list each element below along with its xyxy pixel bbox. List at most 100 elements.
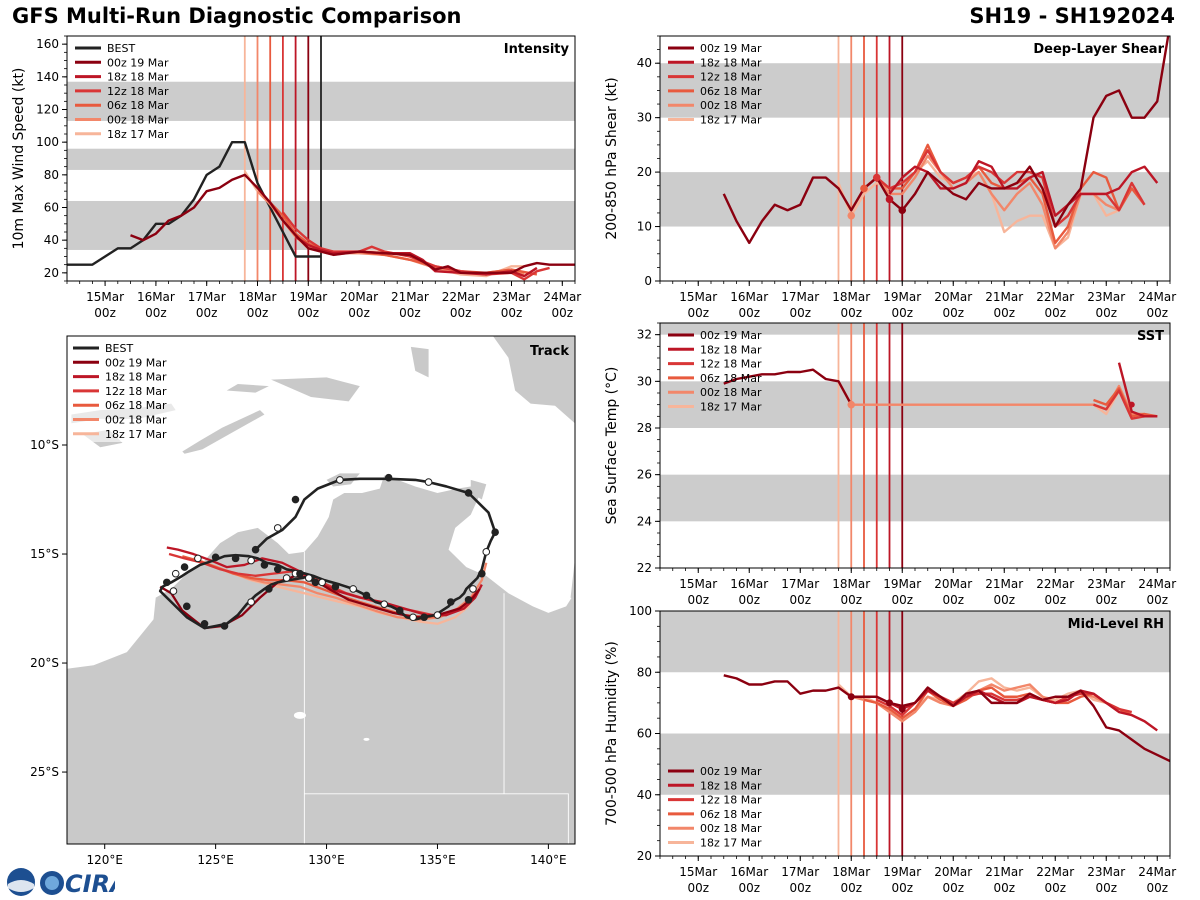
x-tick-label-date: 23Mar (1087, 865, 1125, 879)
best-track-point (380, 600, 389, 608)
x-tick-label-hour: 00z (891, 881, 913, 895)
x-tick-label-date: 24Mar (1138, 865, 1176, 879)
legend-label: BEST (105, 342, 133, 355)
panel-intensity: 20 40 60 80 100 120 140 160 15Mar 00z 16Mar 00z 17Ma… (11, 35, 581, 320)
legend-label: 18z 18 Mar (700, 343, 762, 356)
series-line-00z-19-mar (723, 368, 853, 406)
x-tick-label-hour: 00z (1146, 593, 1168, 607)
legend-label: 06z 18 Mar (700, 808, 762, 821)
y-tick-label: 20 (637, 165, 652, 179)
legend-label: 12z 18 Mar (700, 71, 762, 84)
cira-logo-text: CIRA (65, 870, 115, 898)
panel-track: 120°E 125°E 130°E 135°E 140°E 10°S 15°S 20°S 25°… (30, 335, 576, 867)
best-track-point (211, 553, 220, 562)
y-tick-label: 24 (637, 514, 652, 528)
panel-title: Intensity (504, 42, 570, 57)
panel-title: Track (530, 344, 569, 359)
x-tick-label-hour: 00z (738, 306, 760, 320)
init-marker (898, 705, 906, 713)
lake (363, 737, 370, 741)
series-line-18z-18-mar (888, 689, 1158, 732)
legend-label: 06z 18 Mar (700, 85, 762, 98)
y-tick-label: 100 (629, 604, 652, 618)
x-tick-label-date: 21Mar (985, 865, 1023, 879)
legend-label: 18z 17 Mar (700, 114, 762, 127)
y-tick-label: 140 (36, 70, 59, 84)
lat-label: 15°S (30, 547, 59, 561)
x-tick-label-hour: 00z (1095, 881, 1117, 895)
x-tick-label-date: 23Mar (1087, 290, 1125, 304)
x-tick-label-date: 21Mar (985, 577, 1023, 591)
panel-title: Deep-Layer Shear (1033, 42, 1164, 57)
legend-label: 18z 17 Mar (107, 128, 169, 141)
new-guinea (492, 336, 575, 424)
x-tick-label-date: 17Mar (781, 865, 819, 879)
x-tick-label-date: 22Mar (442, 290, 480, 304)
best-track-point (395, 606, 404, 615)
x-tick-label-date: 20Mar (934, 865, 972, 879)
lon-label: 125°E (197, 853, 234, 867)
y-tick-label: 22 (637, 561, 652, 575)
page-title: GFS Multi-Run Diagnostic Comparison (12, 4, 462, 28)
best-track-point (478, 569, 486, 578)
series-line-00z-19-mar (722, 36, 1170, 245)
x-tick-label-hour: 00z (942, 306, 964, 320)
x-tick-label-hour: 00z (145, 306, 167, 320)
init-marker (885, 195, 894, 204)
x-tick-label-hour: 00z (942, 593, 964, 607)
x-tick-label-hour: 00z (348, 306, 370, 320)
x-tick-label-date: 16Mar (730, 865, 768, 879)
legend-label: 06z 18 Mar (105, 399, 167, 412)
x-tick-label-hour: 00z (94, 306, 116, 320)
panel-rh: 20 40 60 80 100 15Mar 00z 16Mar 00z 17Mar 00z 18Mar… (604, 604, 1176, 895)
best-track-point (304, 574, 313, 582)
legend-label: 00z 18 Mar (107, 114, 169, 127)
x-tick-label-hour: 00z (840, 881, 862, 895)
legend-label: 12z 18 Mar (700, 358, 762, 371)
best-track-point (169, 587, 178, 595)
best-track-point (424, 478, 433, 486)
panel-title: Mid-Level RH (1068, 617, 1164, 632)
legend-label: 18z 18 Mar (107, 71, 169, 84)
x-tick-label-date: 15Mar (86, 290, 124, 304)
best-track-point (273, 524, 282, 532)
legend-label: 18z 18 Mar (700, 56, 762, 69)
lat-label: 20°S (30, 656, 59, 670)
plot-area-sst (660, 323, 1170, 568)
best-track-point (491, 528, 499, 537)
lon-label: 140°E (530, 853, 567, 867)
state-border (304, 793, 569, 844)
legend-label: 18z 17 Mar (700, 837, 762, 850)
x-tick-label-hour: 00z (738, 593, 760, 607)
y-tick-label: 40 (637, 56, 652, 70)
x-tick-label-date: 20Mar (934, 577, 972, 591)
panel-shear: 0 10 20 30 40 15Mar 00z 16Mar 00z 17Mar 00z 18Mar 00… (604, 35, 1176, 320)
x-tick-label-hour: 00z (687, 306, 709, 320)
init-marker (886, 699, 893, 707)
cape-york (570, 558, 575, 600)
panel-sst: 22 24 26 28 30 32 15Mar 00z 16Mar 00z 17Mar 00z 18Ma… (604, 322, 1176, 607)
lon-label: 135°E (419, 853, 456, 867)
x-tick-label-date: 17Mar (781, 577, 819, 591)
island (271, 377, 360, 402)
x-tick-label-date: 18Mar (239, 290, 277, 304)
x-tick-label-date: 22Mar (1036, 865, 1074, 879)
y-axis-label: 10m Max Wind Speed (kt) (11, 68, 27, 250)
x-tick-label-date: 16Mar (730, 290, 768, 304)
best-track-point (231, 554, 240, 563)
x-tick-label-hour: 00z (1146, 881, 1168, 895)
y-tick-label: 28 (637, 421, 652, 435)
legend-label: 06z 18 Mar (107, 99, 169, 112)
x-tick-label-hour: 00z (942, 881, 964, 895)
x-tick-label-hour: 00z (1095, 593, 1117, 607)
best-track-point (349, 585, 357, 593)
legend-label: 00z 18 Mar (105, 414, 167, 427)
y-tick-label: 100 (36, 135, 59, 149)
x-tick-label-hour: 00z (1044, 593, 1066, 607)
best-track-point (464, 489, 473, 497)
x-tick-label-hour: 00z (993, 881, 1015, 895)
legend-label: 00z 19 Mar (700, 42, 762, 55)
